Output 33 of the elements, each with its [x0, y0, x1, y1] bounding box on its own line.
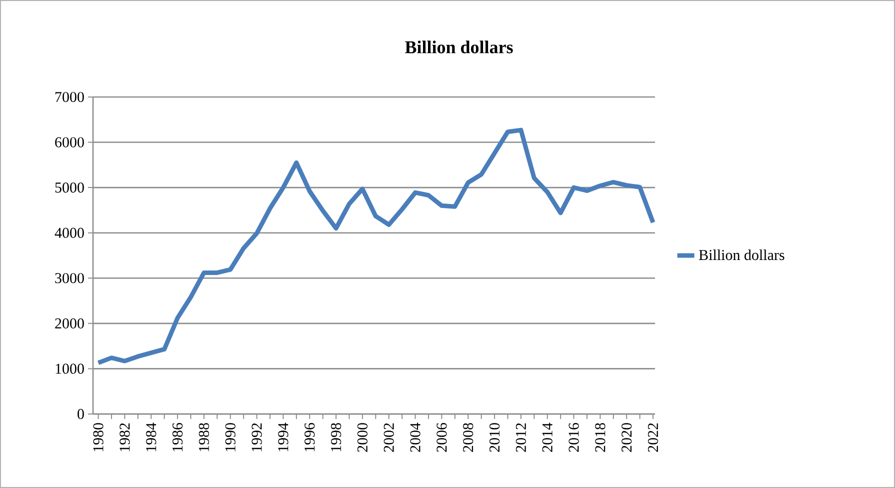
y-tick-label: 0 — [78, 408, 84, 420]
x-tick-label: 1994 — [278, 422, 288, 452]
x-tick-label: 1988 — [198, 423, 210, 452]
x-tick-label: 1996 — [304, 422, 315, 452]
x-tick-label: 1986 — [172, 422, 183, 452]
x-tick-label: 2020 — [622, 423, 632, 452]
x-tick-label: 2002 — [384, 423, 394, 452]
x-tick-label: 2008 — [463, 423, 474, 452]
legend-label: Billion dollars — [698, 250, 784, 260]
x-tick-label: 1998 — [330, 423, 342, 452]
x-tick-label: 2016 — [568, 422, 579, 452]
y-tick-label: 3000 — [55, 273, 84, 284]
y-tick-label: 5000 — [55, 182, 84, 193]
x-tick-label: 2010 — [489, 423, 500, 452]
x-tick-label: 1990 — [225, 423, 236, 452]
x-tick-label: 1984 — [146, 422, 156, 452]
x-tick-label: 2000 — [357, 423, 368, 452]
line-series — [96, 128, 656, 366]
x-tick-label: 2018 — [595, 423, 606, 452]
chart-title: Billion dollars — [405, 40, 513, 54]
y-tick-label: 4000 — [54, 228, 84, 238]
x-tick-label: 1992 — [252, 423, 262, 452]
x-tick-label: 2014 — [542, 422, 552, 452]
x-tick-label: 2022 — [648, 423, 658, 452]
y-tick-label: 1000 — [56, 364, 84, 374]
y-tick-label: 6000 — [55, 137, 84, 148]
x-tick-label: 2004 — [410, 422, 420, 452]
x-tick-label: 2006 — [436, 422, 447, 452]
y-tick-label: 2000 — [55, 318, 84, 328]
x-tick-label: 1982 — [120, 423, 130, 452]
x-tick-label: 1980 — [93, 423, 104, 452]
y-tick-label: 7000 — [55, 92, 84, 102]
x-tick-label: 2012 — [516, 423, 526, 452]
